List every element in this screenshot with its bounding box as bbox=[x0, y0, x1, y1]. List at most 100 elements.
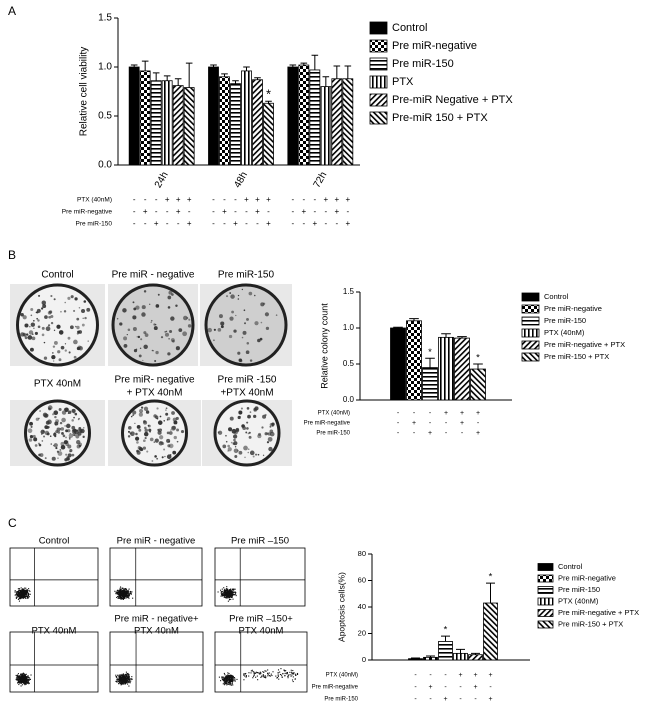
colony bbox=[164, 331, 167, 333]
cell-event bbox=[123, 594, 125, 596]
cell-event bbox=[122, 598, 124, 600]
colony bbox=[138, 354, 142, 358]
colony bbox=[249, 450, 255, 456]
cell-event bbox=[127, 596, 129, 599]
error-bar bbox=[409, 318, 419, 321]
cell-event bbox=[17, 682, 19, 684]
cell-event bbox=[261, 675, 263, 677]
cell-event bbox=[231, 596, 233, 599]
cell-event bbox=[24, 679, 26, 681]
y-tick-label: 1.5 bbox=[98, 13, 112, 24]
bar bbox=[139, 70, 151, 166]
cell-event bbox=[22, 588, 24, 590]
error-bar bbox=[174, 78, 182, 86]
colony bbox=[53, 360, 55, 362]
colony bbox=[61, 417, 66, 423]
error-bar bbox=[441, 635, 450, 642]
cell-event bbox=[233, 594, 235, 596]
cell-event bbox=[287, 674, 290, 676]
cell-event bbox=[14, 591, 16, 593]
bar bbox=[230, 83, 241, 166]
colony bbox=[217, 431, 220, 434]
colony bbox=[233, 441, 238, 446]
cell-event bbox=[121, 683, 123, 685]
cell-event bbox=[118, 591, 120, 593]
colony bbox=[48, 407, 50, 409]
colony bbox=[156, 417, 158, 420]
condition-sign: - bbox=[245, 207, 248, 216]
cell-event bbox=[225, 676, 227, 678]
cell-event bbox=[276, 677, 278, 679]
cell-event bbox=[221, 676, 223, 678]
colony bbox=[65, 453, 68, 456]
cell-event bbox=[27, 681, 29, 684]
cell-event bbox=[264, 676, 266, 678]
cell-event bbox=[121, 673, 123, 676]
bar bbox=[172, 85, 184, 166]
cell-event bbox=[228, 679, 230, 681]
condition-sign: + bbox=[165, 195, 170, 204]
cell-event bbox=[229, 674, 231, 676]
cell-event bbox=[230, 684, 232, 686]
colony bbox=[63, 408, 66, 410]
cell-event bbox=[18, 598, 20, 600]
colony bbox=[254, 321, 259, 326]
colony bbox=[253, 414, 257, 419]
cell-event bbox=[23, 681, 25, 683]
cell-event bbox=[223, 681, 226, 683]
colony bbox=[234, 454, 238, 458]
cell-event bbox=[125, 675, 127, 677]
cell-event bbox=[231, 589, 234, 591]
colony bbox=[176, 428, 180, 432]
colony bbox=[29, 421, 33, 426]
cell-event bbox=[223, 672, 225, 674]
cell-event bbox=[230, 595, 232, 597]
cell-event bbox=[224, 677, 226, 679]
condition-sign: + bbox=[266, 195, 271, 204]
legend-swatch bbox=[537, 609, 554, 617]
cell-event bbox=[122, 595, 124, 597]
colony bbox=[57, 457, 59, 459]
colony bbox=[225, 440, 228, 443]
cell-event bbox=[116, 593, 118, 595]
colony bbox=[34, 331, 38, 335]
colony bbox=[180, 430, 185, 434]
cell-event bbox=[24, 590, 26, 592]
cell-event bbox=[263, 676, 265, 678]
colony bbox=[143, 331, 147, 335]
legend-label: Pre miR-150 + PTX bbox=[558, 619, 623, 628]
cell-event bbox=[21, 681, 23, 684]
image-label: Pre miR - negative bbox=[112, 270, 195, 281]
colony bbox=[144, 333, 149, 337]
significance-mark: * bbox=[476, 353, 480, 364]
cell-event bbox=[277, 671, 279, 674]
cell-event bbox=[245, 672, 247, 675]
colony bbox=[269, 422, 274, 427]
condition-sign: - bbox=[291, 195, 294, 204]
bar bbox=[298, 64, 310, 166]
cell-event bbox=[122, 680, 124, 682]
x-tick-label: 48h bbox=[232, 170, 250, 190]
cell-event bbox=[267, 673, 269, 675]
colony bbox=[61, 410, 67, 415]
cell-event bbox=[260, 672, 262, 674]
cell-event bbox=[128, 681, 130, 683]
bar bbox=[241, 70, 252, 166]
condition-sign: + bbox=[428, 430, 432, 437]
cell-event bbox=[286, 672, 288, 674]
colony bbox=[182, 331, 188, 337]
colony bbox=[155, 350, 159, 355]
colony bbox=[77, 418, 80, 421]
cell-event bbox=[222, 593, 224, 595]
image-label: PTX 40nM bbox=[32, 626, 77, 637]
cell-event bbox=[128, 685, 130, 687]
colony bbox=[28, 330, 34, 335]
cell-event bbox=[248, 672, 250, 674]
cell-event bbox=[227, 674, 229, 676]
cell-event bbox=[15, 596, 17, 598]
image-label: +PTX 40nM bbox=[220, 388, 273, 399]
cell-event bbox=[128, 678, 130, 680]
colony bbox=[50, 443, 53, 445]
colony bbox=[246, 317, 249, 321]
cell-event bbox=[22, 674, 24, 676]
